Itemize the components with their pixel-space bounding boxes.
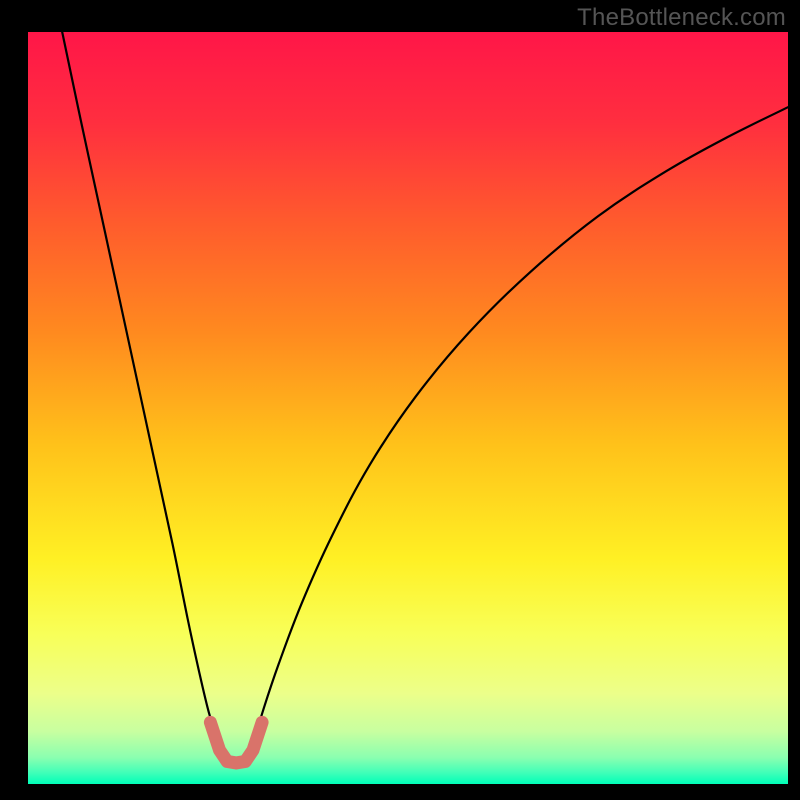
left-curve <box>62 32 216 735</box>
trough-marker <box>210 722 262 763</box>
plot-area <box>28 32 788 784</box>
watermark-text: TheBottleneck.com <box>577 4 786 32</box>
curves-layer <box>28 32 788 784</box>
chart-canvas: TheBottleneck.com <box>0 0 800 800</box>
right-curve <box>256 107 788 735</box>
